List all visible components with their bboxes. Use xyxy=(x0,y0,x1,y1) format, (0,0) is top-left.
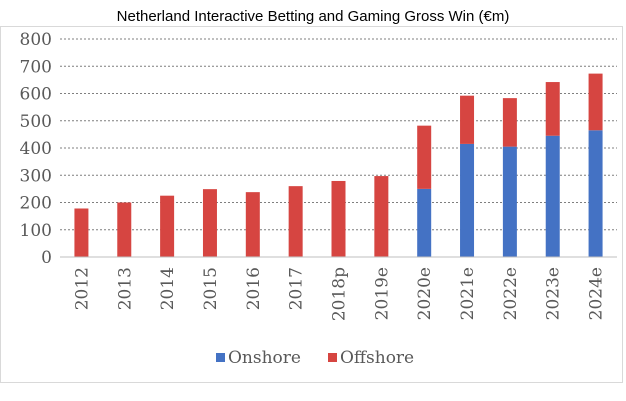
bar-onshore-2021e xyxy=(460,143,475,257)
bar-offshore-2021e xyxy=(460,95,475,144)
y-tick-label: 600 xyxy=(20,85,52,105)
bar-offshore-2016 xyxy=(245,192,260,257)
bar-offshore-2014 xyxy=(160,195,175,257)
x-tick-label: 2014 xyxy=(158,267,178,310)
x-tick-label: 2024e xyxy=(587,267,607,320)
y-tick-label: 200 xyxy=(20,194,52,214)
chart-frame xyxy=(0,26,623,383)
bar-offshore-2013 xyxy=(117,202,132,257)
bar-onshore-2022e xyxy=(502,146,517,257)
bar-offshore-2019e xyxy=(374,176,389,257)
y-tick-label: 400 xyxy=(20,139,52,159)
bar-offshore-2020e xyxy=(417,125,432,189)
y-axis-ticks: 0 100 200 300 400 500 600 700 800 xyxy=(20,30,52,268)
x-tick-label: 2012 xyxy=(72,267,92,310)
y-tick-label: 0 xyxy=(41,248,52,268)
x-tick-label: 2023e xyxy=(544,267,564,320)
x-tick-label: 2017 xyxy=(287,267,307,310)
bar-onshore-2020e xyxy=(417,188,432,257)
chart-title: Netherland Interactive Betting and Gamin… xyxy=(117,8,510,25)
x-tick-label: 2015 xyxy=(201,267,221,310)
x-tick-label: 2020e xyxy=(415,267,435,320)
bar-onshore-2023e xyxy=(545,135,560,257)
y-tick-label: 800 xyxy=(20,30,52,50)
bar-offshore-2022e xyxy=(502,98,517,147)
y-tick-label: 500 xyxy=(20,112,52,132)
y-tick-label: 700 xyxy=(20,57,52,77)
bar-offshore-2017 xyxy=(288,186,303,257)
bar-onshore-2024e xyxy=(588,130,603,257)
x-axis-ticks: 2012 2013 2014 2015 2016 2017 2018p 2019e 2020e 2… xyxy=(72,267,606,321)
bar-offshore-2018p xyxy=(331,180,346,257)
x-tick-label: 2022e xyxy=(501,267,521,320)
y-tick-label: 100 xyxy=(20,221,52,241)
x-tick-label: 2018p xyxy=(330,267,350,321)
legend-label-onshore: Onshore xyxy=(228,348,301,368)
x-tick-label: 2019e xyxy=(372,267,392,320)
bar-offshore-2024e xyxy=(588,73,603,131)
y-tick-label: 300 xyxy=(20,166,52,186)
bars xyxy=(74,73,603,257)
legend-swatch-offshore xyxy=(328,353,337,362)
x-tick-label: 2016 xyxy=(244,267,264,310)
bar-offshore-2023e xyxy=(545,82,560,136)
x-tick-label: 2013 xyxy=(115,267,135,310)
legend: Onshore Offshore xyxy=(216,348,414,368)
x-tick-label: 2021e xyxy=(458,267,478,320)
bar-offshore-2015 xyxy=(202,189,217,257)
gridlines xyxy=(60,38,617,231)
legend-label-offshore: Offshore xyxy=(340,348,414,368)
bar-offshore-2012 xyxy=(74,208,89,257)
legend-swatch-onshore xyxy=(216,353,225,362)
